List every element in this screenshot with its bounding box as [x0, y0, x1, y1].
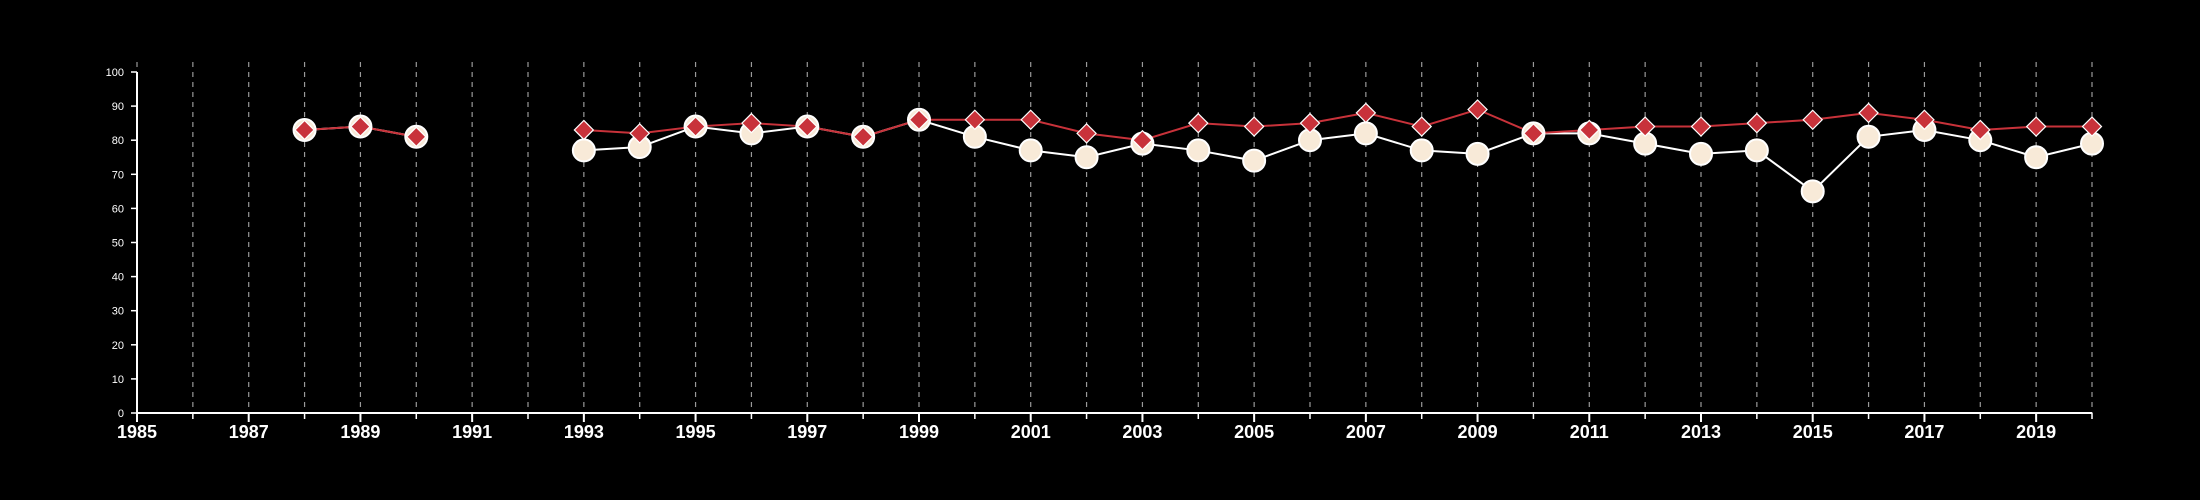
x-tick-label-1999: 1999	[899, 422, 939, 442]
diamond-point-2005	[1243, 116, 1265, 137]
diamond-point-2003	[1132, 129, 1153, 151]
series-group	[292, 99, 2104, 204]
circle-point-2014	[1744, 138, 1769, 163]
diamond-point-1998	[852, 126, 874, 148]
diamond-point-2008	[1411, 116, 1433, 137]
diamond-point-2019	[2025, 116, 2047, 137]
diamond-point-1990	[405, 126, 427, 148]
y-tick-label-60: 60	[112, 203, 124, 215]
diamond-point-2002	[1076, 123, 1097, 144]
x-tick-label-1993: 1993	[564, 422, 604, 442]
diamond-point-1995	[685, 116, 706, 137]
circle-point-2001	[1018, 138, 1043, 163]
circle-point-2016	[1856, 124, 1881, 149]
y-tick-label-40: 40	[112, 272, 124, 284]
diamond-point-2007	[1355, 102, 1377, 124]
x-tick-label-1985: 1985	[117, 422, 157, 442]
circle-point-1993	[571, 138, 596, 163]
y-tick-label-90: 90	[112, 101, 124, 113]
x-tick-label-2001: 2001	[1011, 422, 1051, 442]
diamond-point-2014	[1746, 112, 1768, 134]
x-tick-label-2011: 2011	[1570, 422, 1609, 442]
circle-point-2015	[1800, 179, 1825, 204]
x-tick-label-1997: 1997	[787, 422, 827, 442]
circle-point-2008	[1409, 138, 1434, 163]
diamond-point-2001	[1020, 109, 1042, 131]
x-tick-label-2003: 2003	[1122, 422, 1162, 442]
axes: 0 10 20 30 40 50 60 70 80 90 100 1985 1987 1989 1991 19…	[106, 67, 2093, 442]
diamond-point-2011	[1578, 119, 1600, 141]
diamond-point-2009	[1467, 99, 1488, 120]
circle-point-2013	[1689, 141, 1713, 166]
x-tick-label-2013: 2013	[1681, 422, 1721, 442]
circle-point-2009	[1465, 141, 1490, 166]
x-tick-label-2017: 2017	[1904, 422, 1944, 442]
x-tick-label-1995: 1995	[676, 422, 716, 442]
circle-point-2007	[1353, 121, 1378, 146]
diamond-point-2004	[1187, 112, 1209, 134]
diamond-point-2006	[1299, 112, 1321, 134]
y-tick-label-70: 70	[112, 169, 124, 181]
diamond-point-1988	[294, 119, 315, 141]
diamond-point-1999	[908, 109, 930, 131]
x-tick-label-2015: 2015	[1793, 422, 1833, 442]
y-tick-label-50: 50	[112, 238, 124, 250]
diamond-point-2017	[1914, 109, 1935, 131]
diamond-point-1989	[350, 116, 371, 137]
diamond-point-1997	[796, 116, 818, 137]
diamond-point-2015	[1802, 109, 1824, 131]
y-tick-label-10: 10	[112, 374, 124, 386]
circle-point-2004	[1186, 138, 1211, 163]
diamond-point-2010	[1523, 123, 1544, 144]
x-tick-label-2019: 2019	[2016, 422, 2056, 442]
x-tick-label-1989: 1989	[340, 422, 380, 442]
x-tick-label-1987: 1987	[229, 422, 269, 442]
diamond-point-2018	[1969, 119, 1991, 141]
x-tick-label-1991: 1991	[452, 422, 492, 442]
diamond-point-1993	[573, 119, 595, 141]
x-tick-label-2009: 2009	[1458, 422, 1498, 442]
circle-point-2005	[1242, 148, 1267, 173]
x-tick-label-2007: 2007	[1346, 422, 1386, 442]
circle-point-2002	[1074, 145, 1099, 170]
circle-point-2019	[2024, 145, 2049, 170]
diamond-point-2012	[1634, 116, 1656, 137]
diamond-point-1994	[629, 123, 651, 144]
y-tick-label-0: 0	[118, 408, 124, 420]
y-tick-label-20: 20	[112, 340, 124, 352]
diamond-point-1996	[741, 112, 762, 134]
diamond-point-2020	[2081, 116, 2103, 137]
y-tick-label-100: 100	[106, 67, 124, 79]
y-tick-label-80: 80	[112, 135, 124, 147]
diamond-point-2000	[964, 109, 986, 131]
diamond-point-2016	[1858, 102, 1879, 124]
gridlines	[136, 62, 2093, 413]
diamond-point-2013	[1690, 116, 1712, 137]
y-tick-label-30: 30	[112, 306, 124, 318]
series-2-line-2	[583, 108, 2092, 142]
x-tick-label-2005: 2005	[1234, 422, 1274, 442]
